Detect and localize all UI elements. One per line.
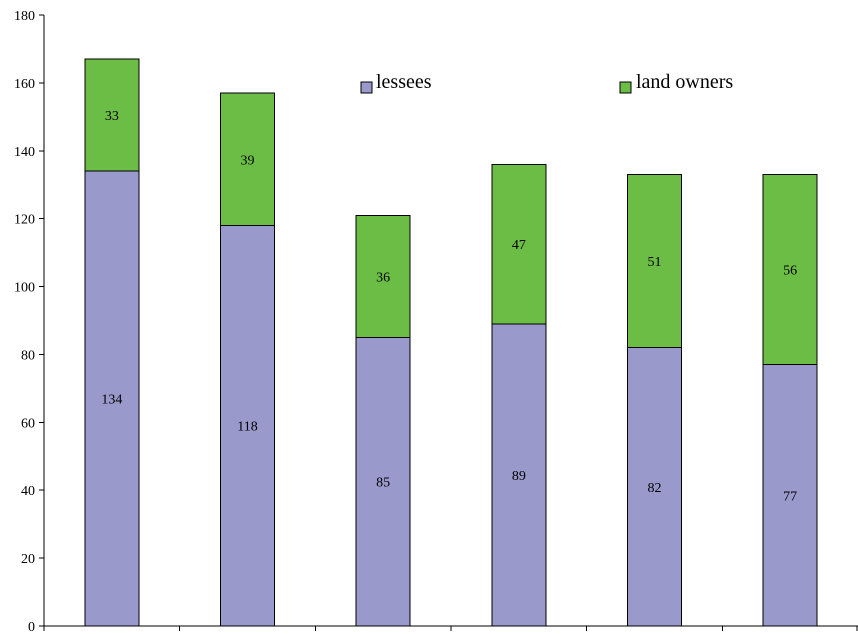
y-tick-label: 40 (21, 484, 35, 499)
data-label: 39 (241, 153, 255, 168)
legend: lessees land owners (360, 71, 733, 94)
x-axis (43, 625, 858, 631)
data-label: 77 (783, 489, 797, 504)
data-label: 82 (648, 481, 662, 496)
bar-segment-land-owners (762, 174, 818, 366)
data-label: 89 (512, 469, 526, 484)
y-tick-label: 180 (14, 9, 35, 24)
legend-swatch-lessees (360, 81, 373, 94)
bars (84, 58, 818, 627)
data-label: 134 (101, 393, 122, 408)
bar-segment-lessees (220, 224, 275, 627)
legend-label-land-owners: land owners (636, 71, 733, 93)
data-label: 56 (783, 264, 797, 279)
bar-segment-land-owners (627, 174, 682, 349)
data-label: 118 (237, 420, 257, 435)
data-label: 36 (376, 270, 390, 285)
data-label: 33 (105, 109, 119, 124)
bar-segment-land-owners (220, 92, 275, 226)
y-tick-label: 140 (14, 145, 35, 160)
bar-segment-lessees (627, 347, 682, 627)
legend-swatch-land-owners (619, 81, 632, 94)
y-tick-label: 0 (28, 620, 35, 634)
bar-segment-land-owners (355, 214, 411, 338)
data-labels: 134 33 118 39 85 36 89 47 82 51 77 56 (101, 109, 797, 504)
legend-label-lessees: lessees (376, 71, 432, 93)
bar-segment-lessees (491, 323, 547, 627)
bar-segment-lessees (762, 364, 818, 627)
data-label: 47 (512, 238, 526, 253)
y-tick-label: 100 (14, 281, 35, 296)
y-tick-label: 20 (21, 552, 35, 567)
data-label: 85 (376, 476, 390, 491)
bar-segment-land-owners (84, 58, 140, 172)
y-tick-label: 60 (21, 416, 35, 431)
y-axis: 0 20 40 60 80 100 120 140 160 180 (14, 9, 45, 634)
y-tick-label: 120 (14, 213, 35, 228)
data-label: 51 (648, 255, 662, 270)
y-tick-label: 80 (21, 348, 35, 363)
bar-segment-land-owners (491, 163, 547, 325)
y-tick-label: 160 (14, 77, 35, 92)
bar-segment-lessees (355, 336, 411, 627)
